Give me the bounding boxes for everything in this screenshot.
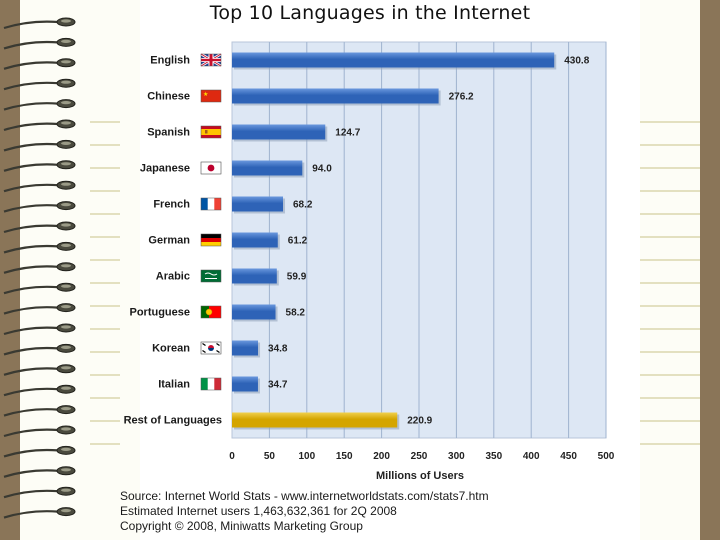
china-flag-icon: ★ — [200, 89, 222, 103]
category-label: Portuguese — [129, 307, 190, 319]
category-label: Arabic — [156, 271, 190, 283]
category-label: German — [148, 235, 190, 247]
spiral-ring — [3, 282, 76, 295]
bar-value-label: 68.2 — [293, 200, 313, 211]
bar-italian — [232, 376, 258, 392]
bar-value-label: 58.2 — [286, 308, 306, 319]
category-label: French — [153, 199, 190, 211]
spiral-ring — [3, 180, 76, 193]
spiral-ring — [3, 58, 76, 70]
category-label: Rest of Languages — [124, 415, 222, 427]
chart-title: Top 10 Languages in the Internet — [209, 2, 531, 24]
category-label: English — [150, 55, 190, 67]
spiral-binding — [3, 17, 76, 519]
spiral-ring — [3, 160, 76, 172]
source-notes: Source: Internet World Stats - www.inter… — [120, 489, 620, 534]
x-tick-label: 250 — [411, 451, 428, 462]
bar-value-label: 34.8 — [268, 344, 288, 355]
bar-korean — [232, 340, 259, 356]
category-label: Italian — [158, 379, 190, 391]
spiral-ring — [3, 343, 76, 356]
spiral-ring — [3, 364, 76, 376]
bar-value-label: 61.2 — [288, 236, 308, 247]
x-tick-label: 200 — [373, 451, 390, 462]
estimate-line: Estimated Internet users 1,463,632,361 f… — [120, 504, 397, 518]
france-flag-icon — [200, 197, 222, 211]
spiral-ring — [3, 78, 76, 91]
spiral-ring — [3, 445, 76, 458]
bar-value-label: 59.9 — [287, 272, 307, 283]
portugal-flag-icon — [200, 305, 222, 319]
bar-japanese — [232, 160, 303, 176]
category-label: Chinese — [147, 91, 190, 103]
bar-value-label: 276.2 — [449, 92, 474, 103]
bar-arabic — [232, 268, 277, 284]
bar-portuguese — [232, 304, 276, 320]
spiral-ring — [3, 119, 76, 132]
source-line: Source: Internet World Stats - www.inter… — [120, 489, 489, 503]
x-tick-label: 150 — [336, 451, 353, 462]
bar-english — [232, 52, 555, 68]
bar-german — [232, 232, 278, 248]
x-tick-label: 300 — [448, 451, 465, 462]
spiral-ring — [3, 17, 76, 30]
spiral-ring — [3, 507, 76, 519]
spiral-ring — [3, 384, 76, 397]
uk-flag-icon — [200, 52, 222, 68]
spiral-ring — [3, 37, 76, 50]
spiral-ring — [3, 486, 76, 499]
x-tick-label: 400 — [523, 451, 540, 462]
x-tick-label: 450 — [560, 451, 577, 462]
bar-value-label: 94.0 — [312, 164, 332, 175]
copyright-line: Copyright © 2008, Miniwatts Marketing Gr… — [120, 519, 363, 533]
bar-value-label: 124.7 — [335, 128, 360, 139]
spiral-ring — [3, 425, 76, 438]
germany-flag-icon — [200, 233, 222, 247]
spiral-ring — [3, 323, 76, 336]
spiral-ring — [3, 241, 76, 254]
x-tick-label: 350 — [485, 451, 502, 462]
bar-rest-of-languages — [232, 412, 398, 428]
italy-flag-icon — [200, 377, 222, 391]
spiral-ring — [3, 99, 76, 111]
bar-spanish — [232, 124, 326, 140]
spain-flag-icon — [200, 125, 222, 139]
category-label: Japanese — [140, 163, 190, 175]
bar-french — [232, 196, 284, 212]
spiral-ring — [3, 221, 76, 234]
bar-value-label: 220.9 — [407, 416, 432, 427]
x-tick-label: 50 — [264, 451, 276, 462]
spiral-ring — [3, 405, 76, 417]
korea-flag-icon — [200, 341, 222, 355]
spiral-ring — [3, 139, 76, 152]
category-label: Korean — [152, 343, 190, 355]
x-tick-label: 100 — [298, 451, 315, 462]
spiral-ring — [3, 201, 76, 213]
spiral-ring — [3, 303, 76, 315]
spiral-ring — [3, 262, 76, 274]
saudi-arabia-flag-icon — [200, 269, 222, 283]
svg-text:★: ★ — [203, 91, 208, 98]
category-label: Spanish — [147, 127, 190, 139]
japan-flag-icon — [200, 161, 222, 175]
bar-value-label: 34.7 — [268, 380, 288, 391]
x-axis-label: Millions of Users — [376, 470, 464, 482]
x-tick-label: 500 — [598, 451, 615, 462]
bar-value-label: 430.8 — [564, 56, 589, 67]
bar-chinese — [232, 88, 439, 104]
x-tick-label: 0 — [229, 451, 235, 462]
spiral-ring — [3, 466, 76, 478]
